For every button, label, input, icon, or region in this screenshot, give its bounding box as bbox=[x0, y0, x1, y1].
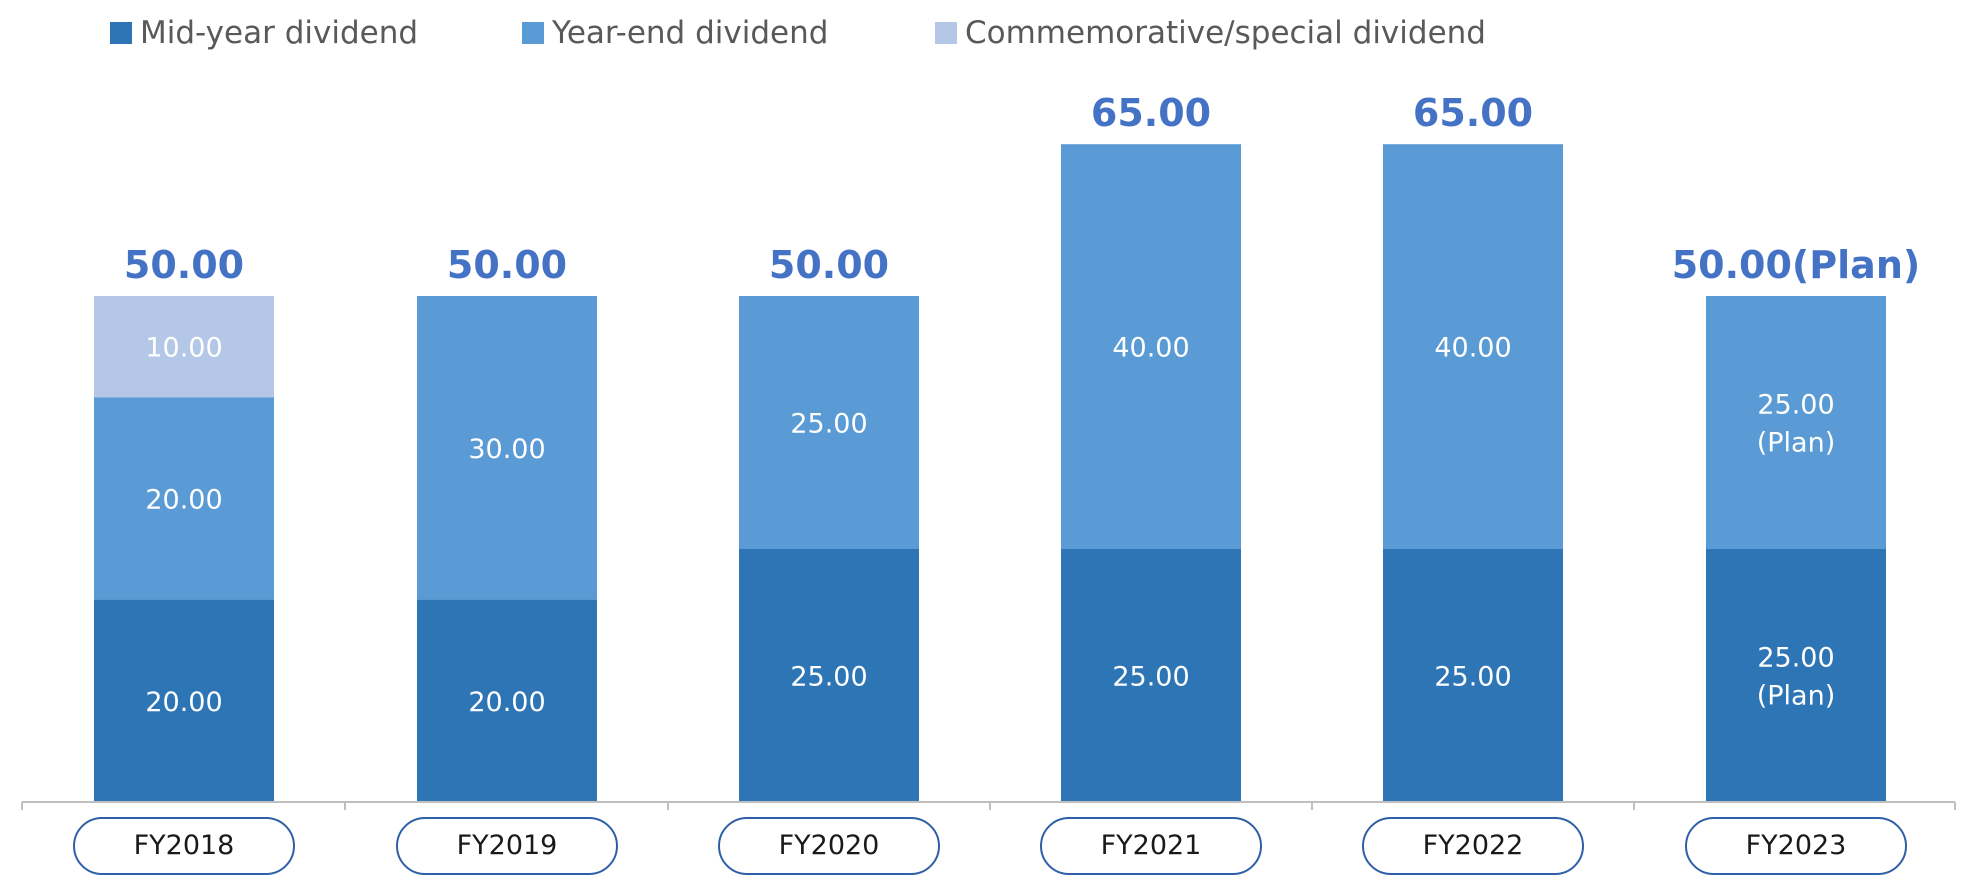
bar-fy2020-mid-year-dividend bbox=[739, 549, 919, 802]
bar-fy2019-year-end-dividend bbox=[417, 296, 597, 600]
bar-fy2021-year-end-dividend bbox=[1061, 144, 1241, 549]
bar-fy2023-year-end-dividend bbox=[1706, 296, 1886, 549]
legend-label-mid-year-dividend: Mid-year dividend bbox=[140, 15, 418, 51]
bars: 20.00 20.00 10.00 50.00 20.00 30.00 50.00 25.00… bbox=[94, 91, 1920, 802]
data-label-fy2022-mid-year-dividend: 25.00 bbox=[1434, 662, 1511, 693]
category-label-fy2021: FY2021 bbox=[1101, 830, 1202, 861]
category-label-fy2020: FY2020 bbox=[779, 830, 880, 861]
data-label-fy2018-mid-year-dividend: 20.00 bbox=[145, 687, 222, 718]
legend-label-year-end-dividend: Year-end dividend bbox=[551, 15, 828, 51]
total-label-fy2018: 50.00 bbox=[124, 243, 244, 287]
category-pill-fy2023 bbox=[1685, 817, 1907, 875]
legend-swatch-mid-year-dividend bbox=[110, 22, 132, 44]
category-pill-fy2020 bbox=[718, 817, 940, 875]
category-pill-fy2019 bbox=[396, 817, 618, 875]
data-label-fy2018-year-end-dividend: 20.00 bbox=[145, 484, 222, 515]
total-label-fy2023: 50.00(Plan) bbox=[1672, 243, 1921, 287]
category-pill-fy2021 bbox=[1040, 817, 1262, 875]
category-label-fy2023: FY2023 bbox=[1746, 830, 1847, 861]
legend: Mid-year dividend Year-end dividend Commem… bbox=[110, 15, 1486, 51]
data-label-fy2021-mid-year-dividend: 25.00 bbox=[1112, 662, 1189, 693]
total-label-fy2020: 50.00 bbox=[769, 243, 889, 287]
data-label-fy2022-year-end-dividend: 40.00 bbox=[1434, 333, 1511, 364]
legend-swatch-year-end-dividend bbox=[522, 22, 544, 44]
bar-fy2018-commemorative-special-dividend bbox=[94, 296, 274, 398]
category-pill-fy2022 bbox=[1362, 817, 1584, 875]
legend-swatch-commemorative-special-dividend bbox=[935, 22, 957, 44]
data-label-fy2019-year-end-dividend: 30.00 bbox=[468, 434, 545, 465]
data-label-fy2023-mid-year-dividend: 25.00 (Plan) bbox=[1757, 643, 1836, 712]
data-label-fy2018-commemorative-special-dividend: 10.00 bbox=[145, 333, 222, 364]
data-label-fy2023-year-end-dividend: 25.00 (Plan) bbox=[1757, 390, 1836, 459]
data-label-fy2020-year-end-dividend: 25.00 bbox=[790, 409, 867, 440]
bar-fy2018-year-end-dividend bbox=[94, 397, 274, 600]
total-label-fy2021: 65.00 bbox=[1091, 91, 1211, 135]
bar-fy2018-mid-year-dividend bbox=[94, 599, 274, 802]
bar-fy2021-mid-year-dividend bbox=[1061, 549, 1241, 802]
bar-fy2022-year-end-dividend bbox=[1383, 144, 1563, 549]
legend-label-commemorative-special-dividend: Commemorative/special dividend bbox=[965, 15, 1486, 51]
bar-fy2022-mid-year-dividend bbox=[1383, 549, 1563, 802]
bar-fy2020-year-end-dividend bbox=[739, 296, 919, 549]
bar-fy2019-mid-year-dividend bbox=[417, 599, 597, 802]
data-label-fy2021-year-end-dividend: 40.00 bbox=[1112, 333, 1189, 364]
category-label-fy2022: FY2022 bbox=[1423, 830, 1524, 861]
x-axis: FY2018 FY2019 FY2020 FY2021 FY2022 FY2023 bbox=[21, 801, 1956, 875]
data-label-fy2020-mid-year-dividend: 25.00 bbox=[790, 662, 867, 693]
data-label-fy2019-mid-year-dividend: 20.00 bbox=[468, 687, 545, 718]
total-label-fy2019: 50.00 bbox=[447, 243, 567, 287]
bar-fy2023-mid-year-dividend bbox=[1706, 549, 1886, 802]
category-pill-fy2018 bbox=[73, 817, 295, 875]
category-label-fy2019: FY2019 bbox=[457, 830, 558, 861]
total-label-fy2022: 65.00 bbox=[1413, 91, 1533, 135]
category-label-fy2018: FY2018 bbox=[134, 830, 235, 861]
